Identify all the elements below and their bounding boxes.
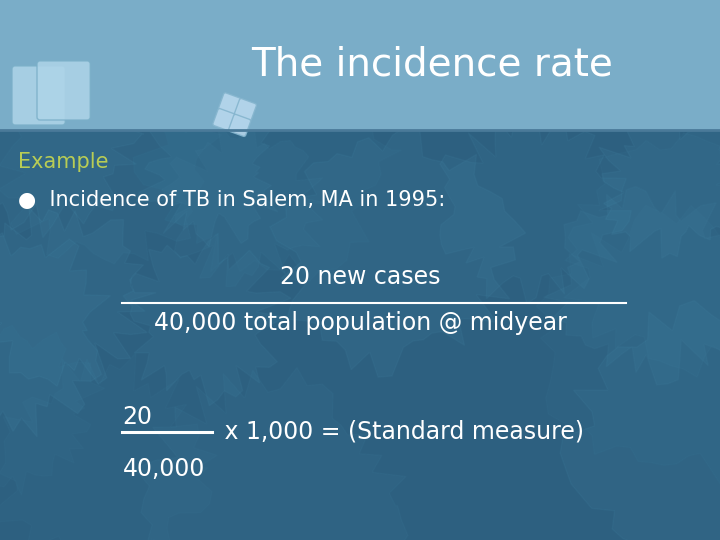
Polygon shape: [544, 186, 720, 385]
Text: ●  Incidence of TB in Salem, MA in 1995:: ● Incidence of TB in Salem, MA in 1995:: [18, 190, 445, 210]
FancyBboxPatch shape: [229, 114, 251, 137]
FancyBboxPatch shape: [12, 66, 66, 125]
Bar: [0, 130, 720, 540]
Polygon shape: [564, 133, 720, 377]
FancyBboxPatch shape: [213, 109, 235, 131]
Text: 20: 20: [122, 405, 153, 429]
Polygon shape: [123, 233, 291, 406]
Text: x 1,000 = (Standard measure): x 1,000 = (Standard measure): [217, 420, 585, 444]
Polygon shape: [0, 45, 222, 264]
Text: The incidence rate: The incidence rate: [251, 46, 613, 84]
Polygon shape: [270, 122, 526, 377]
Text: Example: Example: [18, 152, 109, 172]
Polygon shape: [0, 32, 144, 238]
Polygon shape: [135, 368, 408, 540]
Text: 40,000 total population @ midyear: 40,000 total population @ midyear: [153, 311, 567, 335]
Polygon shape: [0, 207, 156, 386]
Bar: [0, 0, 720, 130]
Polygon shape: [133, 31, 401, 282]
Polygon shape: [0, 232, 110, 437]
FancyBboxPatch shape: [235, 98, 256, 120]
Polygon shape: [536, 205, 720, 488]
Polygon shape: [560, 293, 720, 540]
FancyBboxPatch shape: [37, 61, 90, 120]
Polygon shape: [136, 98, 278, 247]
Polygon shape: [440, 112, 631, 303]
Polygon shape: [162, 118, 329, 287]
Polygon shape: [0, 318, 105, 496]
Text: 20 new cases: 20 new cases: [280, 265, 440, 289]
Text: 40,000: 40,000: [122, 457, 204, 481]
Polygon shape: [0, 353, 217, 540]
Polygon shape: [599, 102, 720, 258]
FancyBboxPatch shape: [219, 93, 240, 115]
